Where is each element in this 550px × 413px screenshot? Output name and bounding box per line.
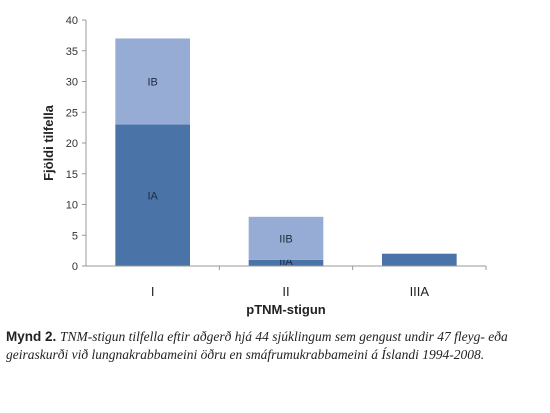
bar-segment-label: IA	[147, 190, 158, 202]
caption-lead: Mynd 2.	[6, 329, 57, 344]
bar-segment	[382, 253, 457, 266]
y-tick-label: 15	[66, 169, 78, 181]
y-tick-label: 30	[66, 77, 78, 89]
bar-segment-label: IIB	[279, 233, 292, 245]
y-tick-label: 25	[66, 107, 78, 119]
x-axis-title: pTNM-stigun	[246, 302, 325, 317]
y-axis-title: Fjöldi tilfella	[41, 104, 56, 181]
bar-segment	[115, 38, 190, 125]
y-tick-label: 0	[72, 261, 78, 273]
figure-caption: Mynd 2. TNM-stigun tilfella eftir aðgerð…	[6, 328, 536, 364]
y-tick-label: 20	[66, 138, 78, 150]
y-tick-label: 40	[66, 15, 78, 27]
x-category-label: I	[151, 284, 155, 299]
bar-segment	[248, 216, 324, 260]
bar-segment	[115, 124, 190, 266]
bar-segment-label: IB	[147, 77, 157, 89]
y-tick-label: 5	[72, 230, 78, 242]
y-axis: 0 5 10 15 20 25 30 35 40	[66, 15, 87, 273]
bar-segment	[248, 259, 324, 266]
caption-text: TNM-stigun tilfella eftir aðgerð hjá 44 …	[6, 329, 508, 362]
y-tick-label: 35	[66, 46, 78, 58]
x-axis: I II IIIA	[86, 265, 487, 299]
x-category-label: II	[282, 284, 289, 299]
x-category-label: IIIA	[410, 284, 430, 299]
y-tick-label: 10	[66, 200, 78, 212]
